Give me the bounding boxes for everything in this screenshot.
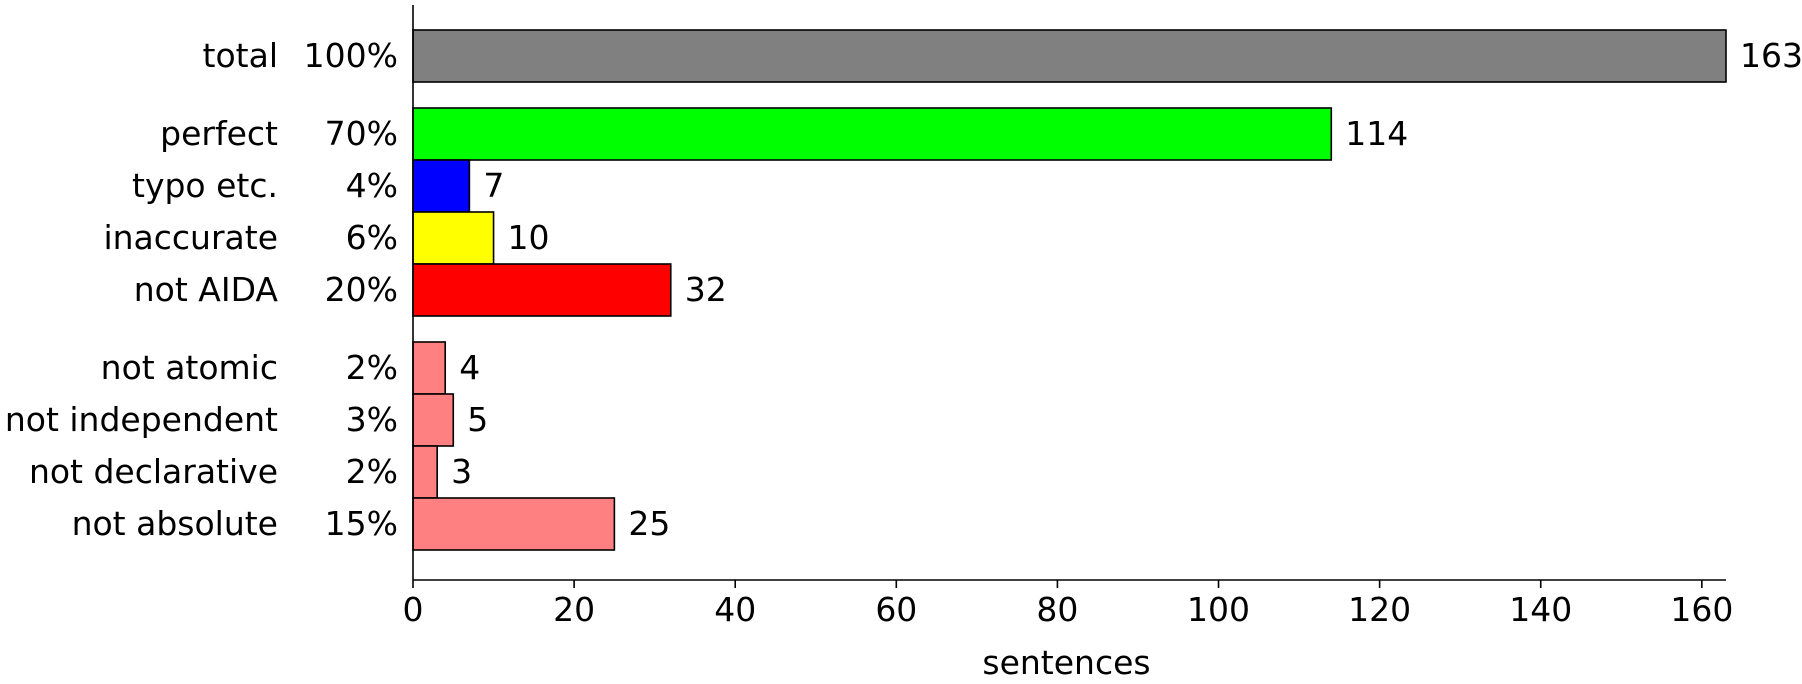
bar-inaccurate bbox=[412, 211, 495, 265]
category-label: typo etc. bbox=[132, 166, 278, 205]
bar-not-declarative bbox=[412, 445, 438, 499]
x-tick-label: 40 bbox=[714, 590, 756, 629]
bars-layer bbox=[412, 29, 1727, 551]
value-label: 7 bbox=[483, 166, 504, 205]
category-label: not AIDA bbox=[134, 270, 279, 309]
x-tick-label: 100 bbox=[1187, 590, 1250, 629]
percent-label: 6% bbox=[346, 218, 398, 257]
value-label: 10 bbox=[508, 218, 550, 257]
percent-label: 2% bbox=[346, 452, 398, 491]
category-label: total bbox=[203, 36, 278, 75]
x-tick-label: 0 bbox=[403, 590, 424, 629]
category-label: not independent bbox=[5, 400, 278, 439]
axes-layer bbox=[412, 5, 1726, 581]
percent-label: 15% bbox=[325, 504, 398, 543]
bar-typo-etc- bbox=[412, 159, 471, 213]
bar-not-independent bbox=[412, 393, 455, 447]
category-label: not absolute bbox=[72, 504, 278, 543]
percent-label: 3% bbox=[346, 400, 398, 439]
value-label: 25 bbox=[628, 504, 670, 543]
x-tick-label: 120 bbox=[1348, 590, 1411, 629]
x-tick-label: 20 bbox=[553, 590, 595, 629]
category-label: inaccurate bbox=[103, 218, 278, 257]
percent-label: 2% bbox=[346, 348, 398, 387]
percent-label: 70% bbox=[325, 114, 398, 153]
value-label: 4 bbox=[459, 348, 480, 387]
value-label: 163 bbox=[1740, 36, 1802, 75]
x-axis-label: sentences bbox=[982, 643, 1150, 682]
x-tick-label: 60 bbox=[875, 590, 917, 629]
value-label: 114 bbox=[1345, 114, 1408, 153]
category-label: not declarative bbox=[29, 452, 278, 491]
value-label: 5 bbox=[467, 400, 488, 439]
labels-layer: total 100% 163 perfect 70% 114 typo etc. 4% 7 ina… bbox=[5, 36, 1802, 543]
x-tick-label: 160 bbox=[1670, 590, 1733, 629]
percent-label: 100% bbox=[304, 36, 398, 75]
x-ticks: 0 20 40 60 80 100 120 140 160 bbox=[403, 580, 1733, 629]
percent-label: 20% bbox=[325, 270, 398, 309]
percent-label: 4% bbox=[346, 166, 398, 205]
x-tick-label: 140 bbox=[1509, 590, 1572, 629]
x-tick-label: 80 bbox=[1036, 590, 1078, 629]
bar-not-atomic bbox=[412, 341, 447, 395]
category-label: not atomic bbox=[101, 348, 278, 387]
bar-perfect bbox=[412, 107, 1333, 161]
value-label: 3 bbox=[451, 452, 472, 491]
value-label: 32 bbox=[685, 270, 727, 309]
bar-not-absolute bbox=[412, 497, 616, 551]
bar-total bbox=[412, 29, 1727, 83]
bar-not-aida bbox=[412, 263, 672, 317]
category-label: perfect bbox=[160, 114, 278, 153]
